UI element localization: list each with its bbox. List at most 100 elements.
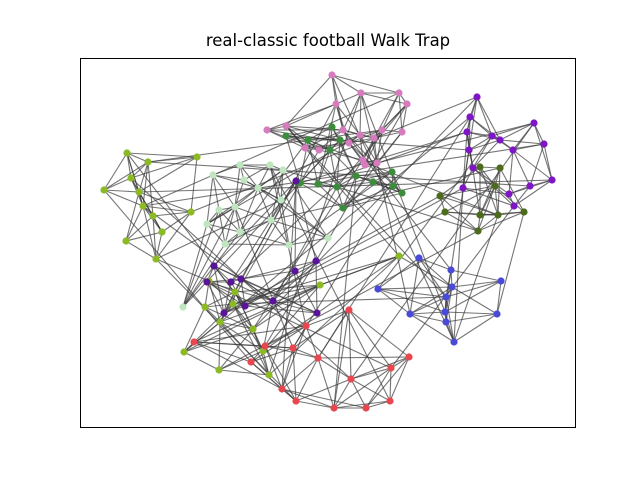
edge [212,174,236,208]
node-yellow-green [149,212,157,220]
edge [453,313,498,343]
node-yellow-green [395,252,403,260]
node-pink [315,146,323,154]
edge [257,164,271,189]
edge [462,167,474,189]
node-red [190,338,198,346]
edge [125,215,154,242]
node-red [289,344,297,352]
edge [295,400,335,409]
edge [333,367,392,409]
edge [418,257,447,298]
edge [152,211,192,217]
edge [444,311,498,315]
node-dark-green [496,164,504,172]
node-blue [448,283,456,291]
edge [193,341,283,390]
edge-layer [103,74,553,409]
edge [213,265,232,283]
node-dark-green [476,163,484,171]
node-red [292,397,300,405]
edge [350,122,535,380]
edge [142,205,192,213]
edge [125,191,140,242]
edge [377,286,453,290]
node-dark-purple [210,262,218,270]
edge [280,199,329,239]
edge [272,300,318,314]
node-purple [526,182,534,190]
edge [125,205,144,242]
edge [336,139,341,188]
edge [183,321,221,353]
edge [213,265,246,307]
edge [355,171,393,177]
edge [409,313,455,343]
edge [218,209,241,233]
edge [103,161,149,191]
node-blue [447,266,455,274]
edge [317,116,471,359]
edge [257,187,272,221]
edge [142,92,400,207]
node-red [387,364,395,372]
edge [204,306,254,330]
node-green [304,136,312,144]
chart-title: real-classic football Walk Trap [205,31,451,50]
edge [232,303,254,330]
edge [264,345,294,349]
edge [496,211,525,315]
edge [445,286,453,323]
edge [389,356,410,402]
edge [264,345,319,359]
plot-frame [80,58,576,428]
edge [223,195,441,314]
node-green [282,132,290,140]
edge [305,309,350,327]
edge [212,174,220,211]
node-light-green [231,203,239,211]
node-pink [328,71,336,79]
node-yellow-green [229,300,237,308]
node-dark-green [476,211,484,219]
edge [264,345,283,390]
edge [342,129,452,271]
edge [499,139,545,145]
edge [152,215,157,260]
node-pink [263,126,271,134]
edge [130,177,163,233]
edge [250,325,307,363]
edge [477,211,525,232]
node-green [398,189,406,197]
node-dark-green [494,211,502,219]
node-dark-green [491,182,499,190]
node-pink [356,131,364,139]
edge [142,143,545,207]
edge [244,305,318,314]
node-blue [493,310,501,318]
edge [155,211,192,260]
node-purple [505,190,513,198]
node-yellow-green [193,153,201,161]
edge [472,135,493,169]
node-pink [398,128,406,136]
node-yellow-green [158,228,166,236]
node-light-green [221,240,229,248]
node-green [339,204,347,212]
edge [282,169,329,239]
node-yellow-green [152,255,160,263]
node-red [330,404,338,412]
node-red [386,397,394,405]
edge [232,303,264,352]
edge [138,191,192,213]
node-green [369,178,377,186]
edge [182,209,220,308]
edge [445,280,502,298]
edge [335,103,350,144]
edge [212,164,241,176]
edge [281,388,367,409]
node-yellow-green [265,371,273,379]
edge [272,186,338,302]
edge [193,341,252,363]
edge [264,260,317,347]
